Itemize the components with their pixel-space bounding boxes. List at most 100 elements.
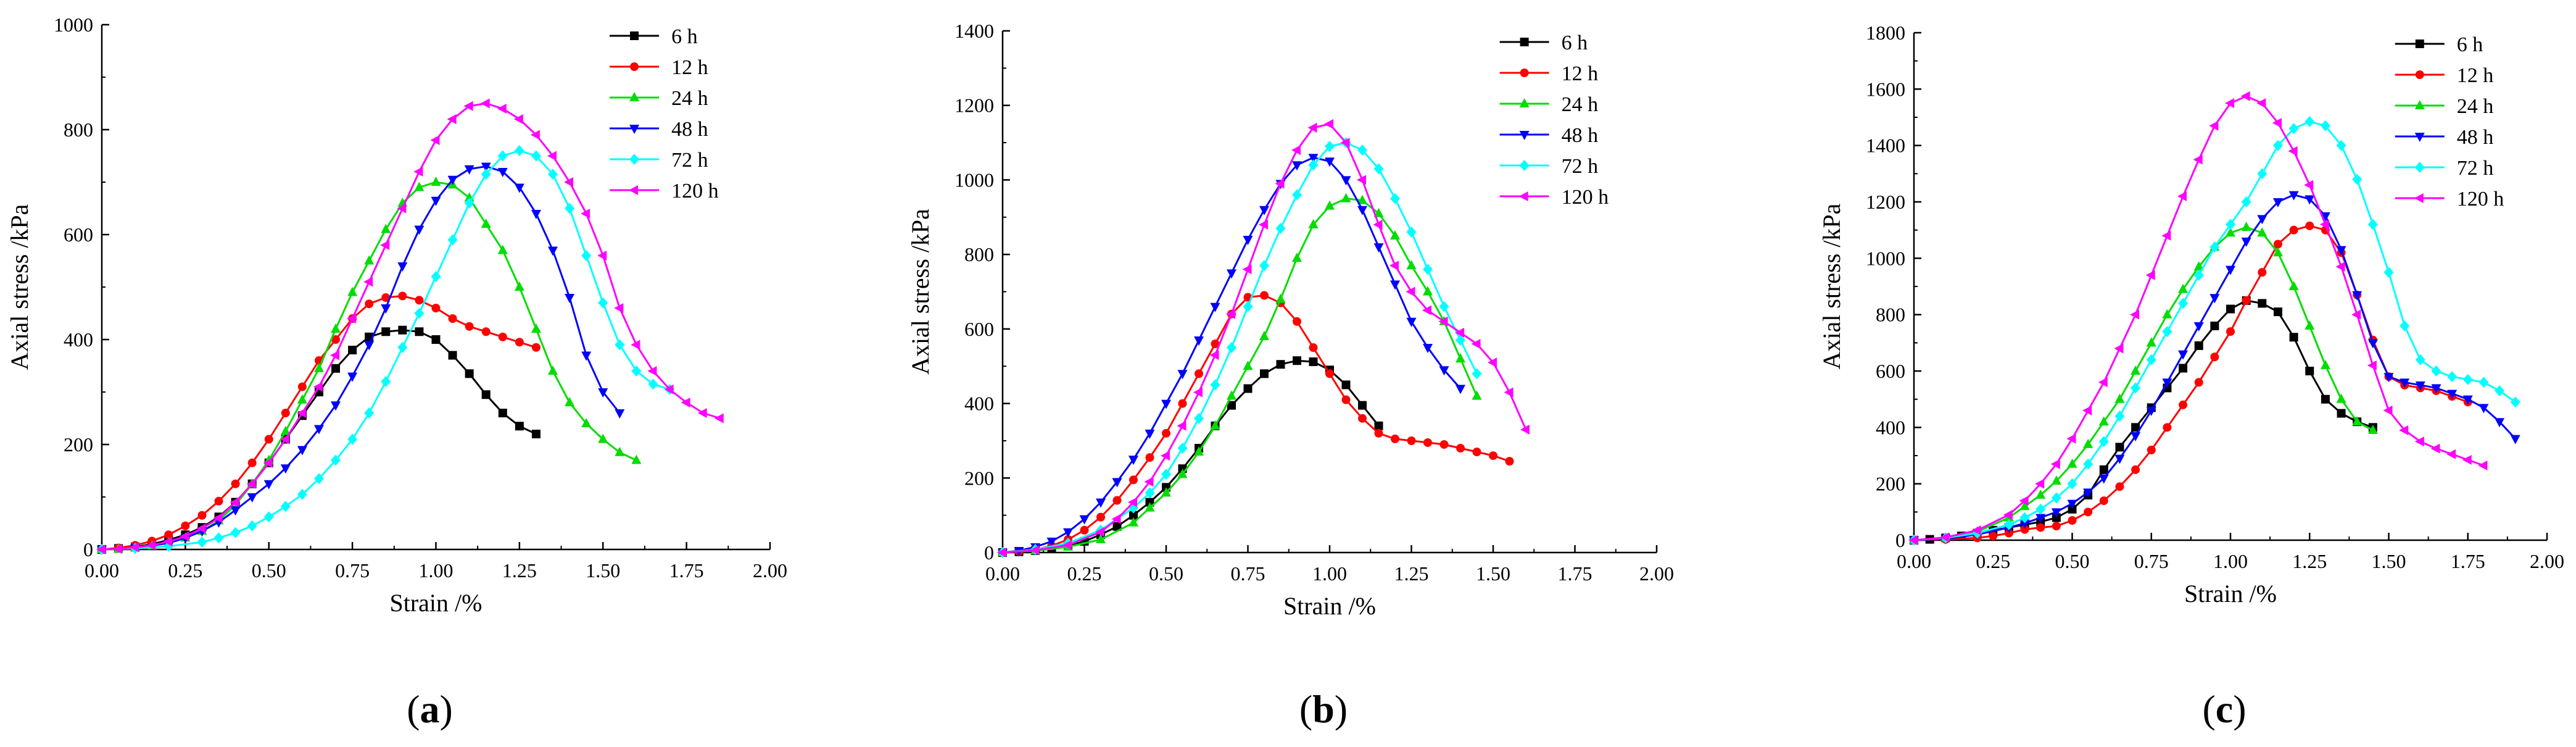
- panel-label-close: ): [1335, 687, 1348, 731]
- data-point: [1210, 379, 1220, 391]
- data-point: [1276, 360, 1285, 369]
- data-point: [397, 341, 408, 353]
- data-point: [2083, 488, 2094, 498]
- legend-marker: [2414, 193, 2424, 203]
- x-tick-label: 0.00: [1897, 550, 1931, 572]
- data-point: [497, 150, 508, 162]
- data-point: [2036, 523, 2045, 532]
- legend-label: 12 h: [671, 56, 708, 79]
- data-point: [481, 169, 491, 180]
- data-point: [2145, 270, 2155, 280]
- data-point: [531, 343, 540, 352]
- data-point: [247, 520, 257, 532]
- data-point: [181, 521, 190, 530]
- data-point: [381, 304, 391, 314]
- data-point: [1489, 451, 1497, 461]
- data-point: [2146, 337, 2156, 347]
- data-point: [530, 130, 540, 140]
- data-point: [564, 177, 574, 187]
- series-48h: [97, 162, 625, 555]
- data-point: [1423, 286, 1433, 296]
- data-point: [347, 314, 357, 323]
- data-point: [2067, 458, 2077, 468]
- data-point: [1373, 243, 1384, 253]
- data-point: [2131, 432, 2141, 442]
- data-point: [348, 346, 357, 354]
- series-72h: [1909, 115, 2520, 546]
- data-point: [2305, 115, 2315, 127]
- data-point: [1226, 309, 1235, 319]
- y-tick-label: 1400: [955, 20, 994, 42]
- data-point: [2241, 196, 2251, 207]
- y-tick-label: 200: [1876, 473, 1905, 495]
- data-point: [297, 382, 307, 391]
- data-point: [2478, 460, 2488, 470]
- data-point: [263, 511, 274, 523]
- data-point: [1456, 385, 1465, 394]
- data-point: [2066, 433, 2076, 444]
- data-point: [398, 291, 407, 301]
- data-point: [2352, 416, 2363, 426]
- data-point: [2019, 512, 2030, 524]
- data-point: [1357, 175, 1366, 185]
- data-point: [2179, 364, 2188, 373]
- data-point: [2019, 496, 2029, 506]
- data-point: [2004, 528, 2013, 538]
- data-point: [364, 407, 375, 419]
- data-point: [2226, 227, 2235, 237]
- data-point: [1423, 438, 1432, 447]
- y-tick-label: 200: [64, 433, 93, 456]
- legend-label: 6 h: [1562, 31, 1588, 54]
- panel-label: (b): [1299, 687, 1348, 731]
- data-point: [615, 409, 625, 419]
- data-point: [448, 314, 457, 323]
- data-point: [1390, 193, 1400, 204]
- data-point: [2367, 424, 2378, 434]
- data-point: [2288, 281, 2299, 290]
- data-point: [2431, 384, 2441, 394]
- series-120h: [997, 119, 1530, 557]
- series-120h: [96, 98, 724, 554]
- legend: 6 h 12 h 24 h 48 h 72 h 120 h: [1499, 31, 1609, 209]
- y-tick-label: 800: [964, 243, 994, 265]
- data-point: [1406, 286, 1415, 297]
- data-point: [2162, 326, 2172, 338]
- data-point: [1324, 119, 1333, 129]
- data-point: [1162, 428, 1170, 438]
- y-tick-label: 1200: [955, 94, 994, 117]
- data-point: [146, 540, 156, 551]
- legend-label: 120 h: [1562, 186, 1609, 209]
- series-line: [101, 102, 721, 551]
- data-point: [1358, 414, 1367, 423]
- data-point: [2430, 443, 2440, 454]
- legend-marker: [1519, 131, 1530, 140]
- y-axis-label: Axial stress /kPa: [6, 204, 33, 370]
- legend-marker: [1519, 98, 1530, 107]
- data-point: [313, 473, 324, 485]
- data-point: [2321, 394, 2330, 404]
- data-point: [2447, 371, 2458, 383]
- data-point: [2036, 514, 2046, 524]
- data-point: [397, 262, 408, 272]
- data-point: [1144, 477, 1154, 487]
- data-point: [2241, 237, 2251, 247]
- data-point: [381, 223, 391, 233]
- data-point: [431, 335, 441, 344]
- legend-label: 72 h: [671, 149, 708, 172]
- panel-label-letter: c: [2216, 687, 2233, 731]
- data-point: [515, 422, 524, 431]
- data-point: [531, 210, 541, 219]
- legend-label: 6 h: [671, 25, 698, 48]
- data-point: [2288, 191, 2299, 201]
- y-tick-label: 400: [1876, 416, 1905, 438]
- data-point: [2335, 262, 2345, 272]
- series-72h: [97, 145, 675, 555]
- data-point: [548, 246, 558, 256]
- data-point: [2305, 221, 2314, 230]
- data-point: [1128, 497, 1137, 507]
- data-point: [197, 511, 207, 520]
- panel-label: (a): [407, 687, 453, 731]
- data-point: [2178, 283, 2189, 293]
- data-point: [2336, 140, 2346, 151]
- data-point: [1971, 525, 1981, 536]
